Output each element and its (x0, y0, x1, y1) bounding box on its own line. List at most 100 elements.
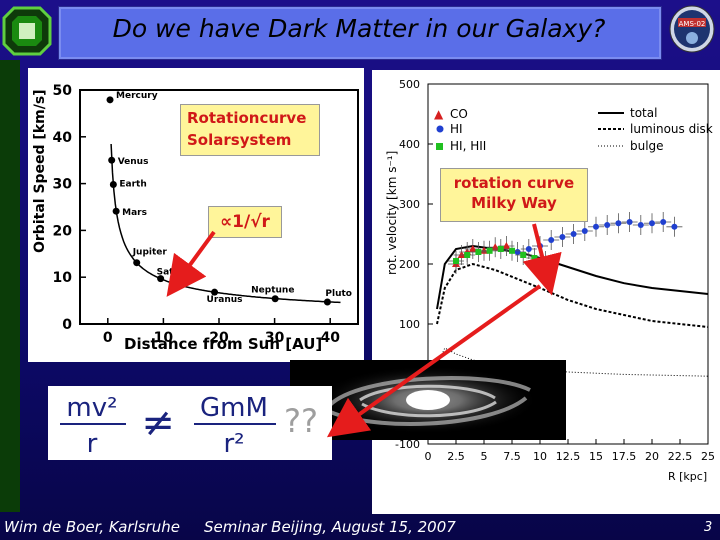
mw-xtick-label: 17.5 (612, 450, 637, 463)
solar-ytick-label: 20 (53, 223, 73, 239)
mw-point-hi (548, 237, 555, 243)
mw-point-hi (593, 223, 599, 230)
solar-arrow (166, 230, 216, 297)
mw-xtick-label: 12.5 (556, 450, 581, 463)
mw-arrow-down (522, 223, 562, 296)
proportional-box: ∝1/√r (208, 206, 282, 238)
mw-point-hihii (475, 249, 482, 255)
page-number: 3 (704, 520, 713, 535)
mw-point-hi (604, 222, 611, 228)
mw-ytick-label: 300 (399, 198, 420, 211)
svg-text:AMS-02: AMS-02 (679, 20, 706, 28)
solar-xtick-label: 40 (320, 330, 340, 346)
mw-point-co (502, 242, 511, 249)
mw-xtick-label: 22.5 (668, 450, 693, 463)
left-decor-strip (0, 60, 20, 512)
footer-author: Wim de Boer, Karlsruhe (4, 518, 180, 536)
mw-point-hi (581, 228, 588, 234)
mw-arrow-to-formula (326, 284, 542, 438)
mw-xtick-label: 0 (425, 450, 432, 463)
title-bar (58, 6, 662, 60)
planet-label: Mercury (116, 91, 158, 101)
formula-box: mv² r ≠ GmM r² ?? (48, 386, 332, 460)
logo-icon (2, 6, 52, 56)
legend-bulge-label: bulge (630, 139, 664, 153)
planet-point (109, 181, 117, 189)
mw-xlabel: R [kpc] (668, 470, 707, 483)
mw-point-hi (637, 222, 644, 228)
mw-ytick-label: 200 (399, 258, 420, 271)
planet-label: Venus (118, 157, 149, 167)
legend-disk-label: luminous disk (630, 122, 713, 136)
planet-point (108, 156, 116, 164)
planet-point (271, 295, 279, 303)
solar-xtick-label: 0 (103, 330, 113, 346)
proportional-text: ∝1/√r (220, 212, 270, 232)
planet-point (211, 288, 219, 296)
mw-point-hi (649, 220, 655, 227)
planet-label: Earth (119, 180, 146, 190)
planet-point (133, 259, 141, 267)
formula-graphic: mv² r ≠ GmM r² ?? (60, 393, 318, 459)
legend-hi-marker (436, 125, 444, 133)
solar-kepler-curve (110, 143, 341, 304)
mw-point-hi (671, 223, 678, 230)
solar-ytick-label: 10 (53, 270, 73, 286)
solar-ytick-label: 0 (62, 317, 72, 333)
mw-xtick-label: 5 (481, 450, 488, 463)
solar-ytick-label: 50 (53, 83, 73, 99)
formula-not-equal: ≠ (141, 400, 175, 446)
solar-rotation-chart: Orbital Speed [km/s] Distance from Sun [… (32, 83, 359, 353)
planet-label: Mars (122, 208, 147, 218)
mw-xtick-label: 10 (533, 450, 547, 463)
mw-ytick-label: 400 (399, 138, 420, 151)
planet-point (112, 207, 120, 215)
mw-annotation-text: rotation curve Milky Way (453, 174, 575, 212)
formula-lhs-denominator: r (87, 429, 98, 459)
solar-ytick-label: 30 (53, 177, 73, 193)
mw-point-hi (570, 231, 577, 237)
mw-xtick-label: 20 (645, 450, 659, 463)
solar-annotation-box: Rotationcurve Solarsystem (180, 104, 320, 156)
mw-point-hi (559, 234, 566, 240)
solar-xtick-label: 10 (154, 330, 174, 346)
mw-point-hi (615, 220, 622, 227)
planet-point (323, 298, 331, 306)
formula-rhs-numerator: GmM (200, 393, 268, 423)
formula-lhs-numerator: mv² (66, 393, 117, 423)
mw-point-hi (660, 219, 667, 225)
ams-badge-icon: AMS-02 (669, 5, 715, 53)
planet-label: Jupiter (132, 248, 168, 258)
mw-xtick-label: 25 (701, 450, 715, 463)
mw-xtick-label: 7.5 (503, 450, 521, 463)
mw-xtick-label: 15 (589, 450, 603, 463)
planet-label: Uranus (207, 295, 243, 305)
mw-point-co (468, 245, 477, 252)
mw-point-hihii (486, 247, 493, 254)
mw-point-co (491, 243, 500, 251)
solar-ylabel: Orbital Speed [km/s] (32, 89, 48, 253)
solar-ytick-label: 40 (53, 130, 73, 146)
solar-xlabel: Distance from Sun [AU] (124, 335, 322, 353)
solar-xtick-label: 20 (209, 330, 229, 346)
mw-annotation-box: rotation curve Milky Way (440, 168, 588, 222)
legend-total-label: total (630, 106, 657, 120)
mw-point-hihii (453, 258, 459, 264)
planet-point (157, 275, 165, 283)
legend-hihii-marker (436, 143, 443, 150)
legend-hihii-label: HI, HII (450, 139, 486, 153)
planet-label: Pluto (325, 289, 352, 299)
solar-annotation-text: Rotationcurve Solarsystem (187, 109, 307, 149)
formula-question: ?? (284, 402, 318, 440)
mw-ytick-label: 500 (399, 78, 420, 91)
mw-legend-markers: ▲ CO HI HI, HII (434, 107, 486, 153)
legend-co-label: CO (450, 107, 468, 121)
planet-label: Neptune (251, 286, 294, 296)
mw-xtick-label: 2.5 (447, 450, 465, 463)
formula-rhs-denominator: r² (223, 429, 244, 459)
slide-title: Do we have Dark Matter in our Galaxy? (112, 14, 606, 43)
mw-point-hi (525, 246, 532, 252)
legend-hi-label: HI (450, 122, 463, 136)
mw-point-hi (626, 219, 633, 225)
